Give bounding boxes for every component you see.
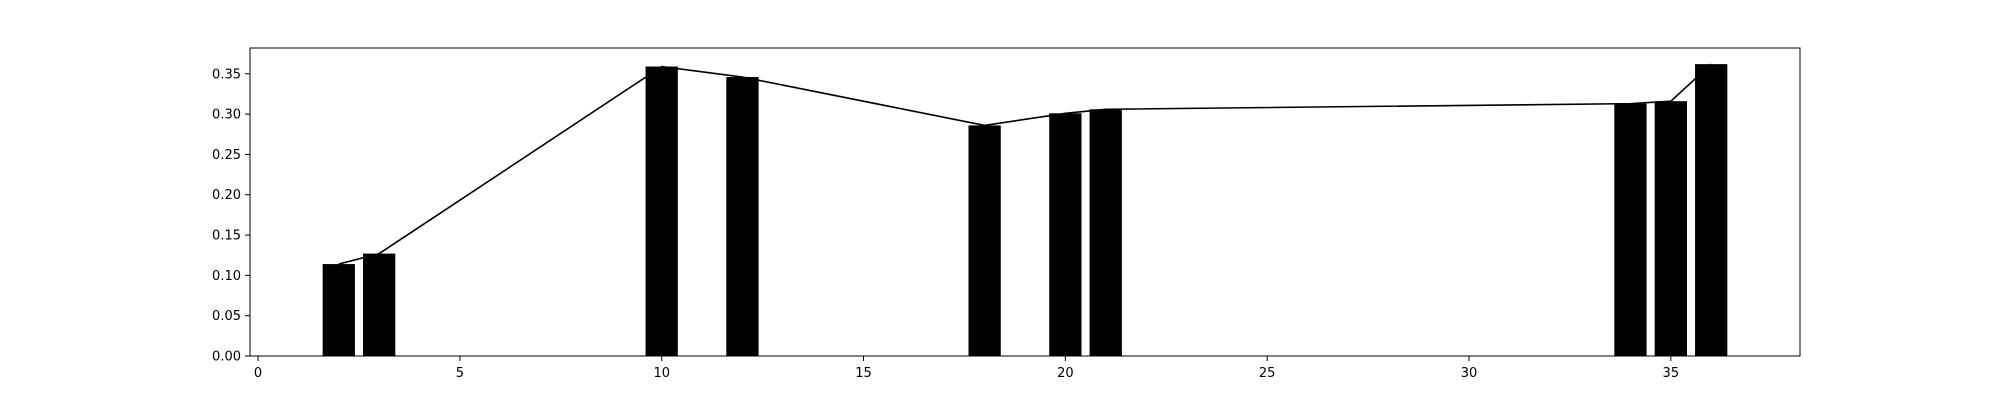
bar-8 — [1655, 101, 1687, 356]
bar-4 — [968, 125, 1000, 356]
x-tick-label-7: 35 — [1663, 366, 1680, 381]
bar-1 — [363, 254, 395, 356]
axes-frame — [250, 48, 1800, 356]
bar-0 — [323, 264, 355, 356]
bar-6 — [1090, 109, 1122, 356]
ticks-layer: 0 5 10 15 20 25 30 35 0.00 0.05 0.10 0.15 0.20 0.25 0.… — [212, 67, 1679, 381]
bars-layer — [323, 64, 1728, 356]
bar-3 — [726, 77, 758, 356]
bar-9 — [1695, 64, 1727, 356]
bar-5 — [1049, 113, 1081, 356]
y-tick-label-1: 0.05 — [212, 309, 241, 324]
x-tick-label-1: 5 — [456, 366, 464, 381]
x-tick-label-0: 0 — [254, 366, 262, 381]
y-tick-label-5: 0.25 — [212, 148, 241, 163]
y-tick-label-7: 0.35 — [212, 67, 241, 82]
x-tick-label-6: 30 — [1461, 366, 1478, 381]
y-tick-label-3: 0.15 — [212, 229, 241, 244]
y-tick-label-6: 0.30 — [212, 108, 241, 123]
bar-2 — [646, 67, 678, 356]
bar-7 — [1614, 104, 1646, 356]
line-layer — [339, 64, 1711, 264]
x-tick-label-4: 20 — [1057, 366, 1074, 381]
x-tick-label-2: 10 — [653, 366, 670, 381]
series-line — [339, 64, 1711, 264]
axes-layer — [250, 48, 1800, 356]
x-tick-label-3: 15 — [855, 366, 872, 381]
y-tick-label-0: 0.00 — [212, 350, 241, 365]
y-tick-label-2: 0.10 — [212, 269, 241, 284]
x-tick-label-5: 25 — [1259, 366, 1276, 381]
y-tick-label-4: 0.20 — [212, 188, 241, 203]
